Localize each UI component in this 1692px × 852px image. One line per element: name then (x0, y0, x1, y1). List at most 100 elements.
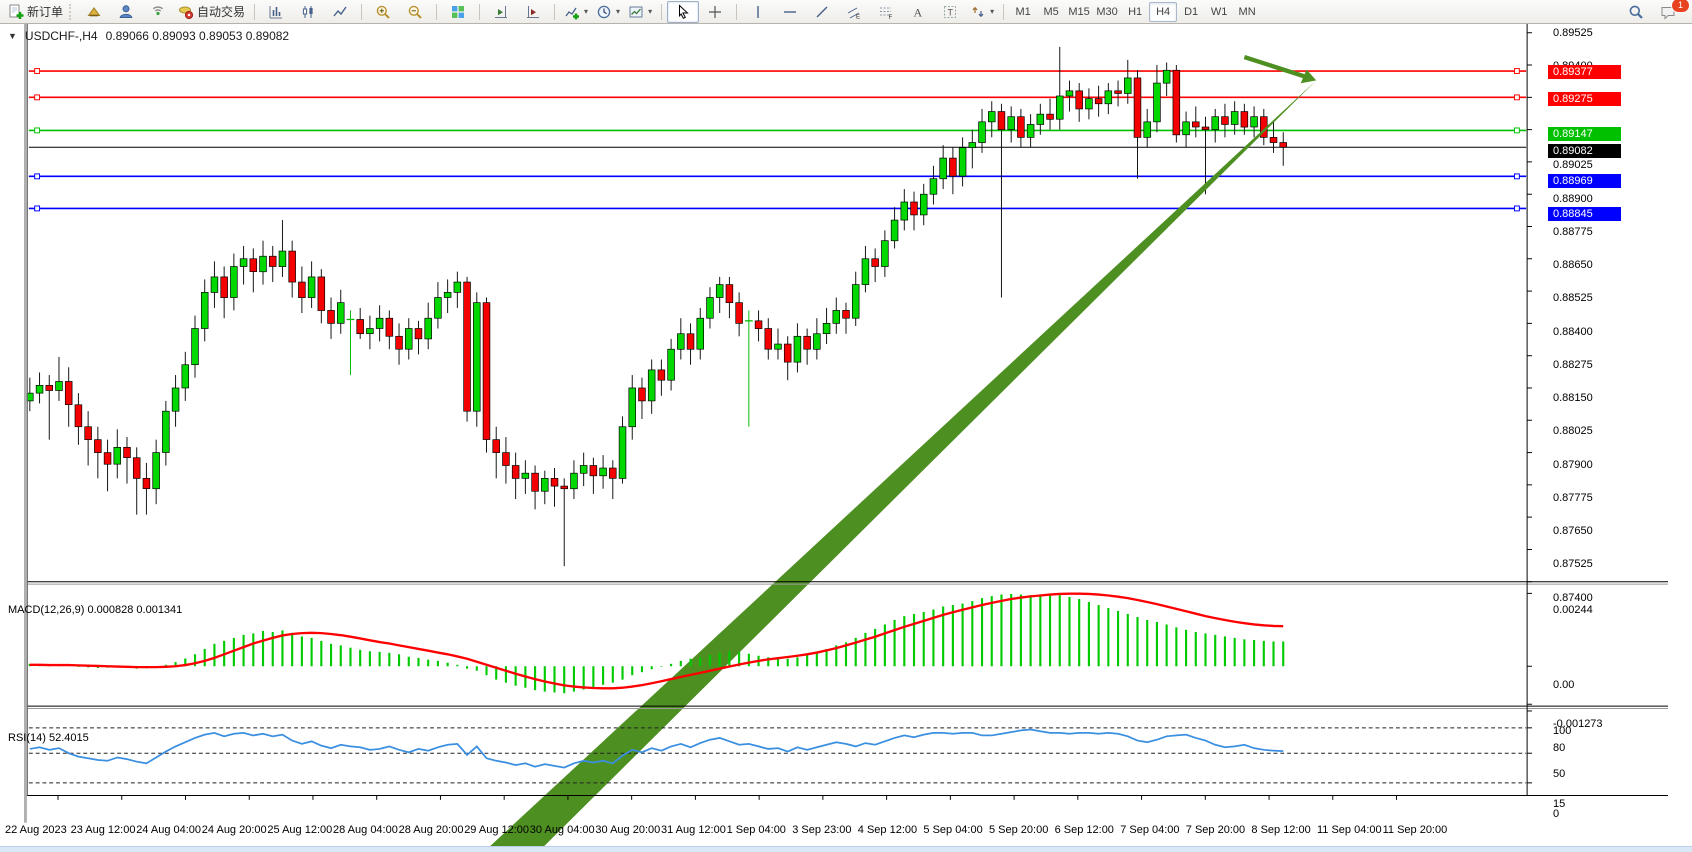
zoom-in-button[interactable] (367, 1, 399, 23)
candlestick-chart-button[interactable] (292, 1, 324, 23)
rsi-tick-label: 15 (1553, 798, 1566, 811)
auto-trading-button[interactable]: 自动交易 (174, 1, 249, 23)
label-tool-button[interactable]: T (934, 1, 966, 23)
timeframe-m15[interactable]: M15 (1068, 5, 1090, 18)
level-price-badge: 0.89275 (1548, 92, 1621, 107)
svg-text:A: A (914, 5, 923, 19)
zoom-out-button[interactable] (399, 1, 431, 23)
timeframe-d1[interactable]: D1 (1184, 5, 1199, 18)
time-axis-label: 24 Aug 20:00 (201, 824, 267, 836)
chart-area[interactable]: ▼ USDCHF-,H4 0.89066 0.89093 0.89053 0.8… (0, 24, 1692, 846)
styler-button[interactable] (78, 1, 110, 23)
timeframe-m1[interactable]: M1 (1015, 5, 1031, 18)
zoom-out-icon (408, 5, 422, 19)
price-tick-label: 0.88275 (1553, 358, 1593, 371)
vertical-line-icon (757, 5, 759, 18)
timeframe-m5[interactable]: M5 (1043, 5, 1059, 18)
notification-badge: 1 (1671, 0, 1690, 13)
time-axis-label: 24 Aug 04:00 (136, 824, 202, 836)
time-axis-label: 29 Aug 12:00 (464, 824, 530, 836)
time-axis-label: 1 Sep 04:00 (726, 824, 786, 836)
trendline-tool-button[interactable] (806, 1, 838, 23)
rsi-tick-label: 100 (1553, 724, 1572, 737)
price-tick-label: 0.87900 (1553, 458, 1593, 471)
timeframe-w1[interactable]: W1 (1210, 5, 1228, 18)
fibonacci-tool-button[interactable]: F (870, 1, 902, 23)
time-axis-label: 4 Sep 12:00 (857, 824, 918, 836)
level-price-badge: 0.88969 (1548, 173, 1621, 188)
time-axis-label: 8 Sep 12:00 (1251, 824, 1311, 836)
text-label-icon: T (944, 5, 957, 18)
timeframe-h4[interactable]: H4 (1149, 1, 1178, 22)
timeframe-mn[interactable]: MN (1238, 5, 1256, 18)
trendline-icon (816, 6, 828, 17)
price-tick-label: 0.87775 (1553, 491, 1593, 504)
auto-trading-icon (179, 6, 194, 19)
search-button[interactable] (1620, 1, 1652, 23)
hat-icon (87, 6, 101, 16)
text-icon: A (914, 5, 923, 19)
chart-shift-button[interactable] (485, 1, 517, 23)
chevron-down-icon: ▾ (584, 7, 589, 16)
timeframe-h1[interactable]: H1 (1128, 5, 1143, 18)
chart-canvas[interactable] (0, 24, 1692, 846)
price-tick-label: 0.87525 (1553, 558, 1593, 571)
templates-button[interactable]: ▾ (624, 1, 656, 23)
chat-button[interactable]: 1 (1652, 0, 1690, 23)
time-axis-label: 28 Aug 20:00 (398, 824, 464, 836)
cursor-tool-button[interactable] (667, 0, 700, 23)
line-chart-button[interactable] (324, 1, 356, 23)
horizontal-line-tool-button[interactable] (774, 1, 806, 23)
template-icon (629, 6, 643, 17)
search-icon (1629, 5, 1643, 19)
zoom-in-icon (376, 5, 390, 19)
chevron-down-icon: ▾ (648, 7, 653, 16)
macd-tick-label: 0.00244 (1553, 603, 1593, 616)
time-axis-label: 25 Aug 12:00 (267, 824, 333, 836)
time-axis-label: 3 Sep 23:00 (792, 824, 852, 836)
candlestick-chart-icon (302, 5, 313, 18)
timeframe-group: M1 M5 M15 M30 H1 H4 D1 W1 MN (1009, 1, 1261, 22)
macd-tick-label: 0.00 (1553, 678, 1575, 691)
time-axis-label: 22 Aug 2023 (5, 824, 67, 836)
tile-windows-icon (452, 5, 465, 18)
new-order-icon (9, 4, 24, 19)
chart-dropdown-icon[interactable]: ▼ (8, 31, 17, 41)
crosshair-tool-button[interactable] (699, 1, 731, 23)
bar-chart-icon (269, 5, 283, 18)
price-tick-label: 0.88525 (1553, 292, 1593, 305)
chart-symbol-period: USDCHF-,H4 (24, 29, 98, 43)
price-tick-label: 0.88650 (1553, 259, 1593, 272)
bar-chart-button[interactable] (260, 1, 292, 23)
macd-label: MACD(12,26,9) 0.000828 0.001341 (8, 604, 183, 616)
level-price-badge: 0.89377 (1548, 65, 1621, 80)
vertical-line-tool-button[interactable] (742, 1, 774, 23)
community-button[interactable] (110, 1, 142, 23)
new-order-label: 新订单 (27, 5, 64, 19)
indicators-button[interactable]: ▾ (560, 1, 592, 23)
time-axis-label: 7 Sep 04:00 (1120, 824, 1180, 836)
svg-text:E: E (856, 14, 860, 20)
arrows-tool-button[interactable]: ▾ (966, 1, 998, 23)
svg-text:F: F (889, 15, 893, 20)
timeframe-m30[interactable]: M30 (1096, 5, 1118, 18)
new-order-button[interactable]: 新订单 (4, 1, 67, 23)
arrows-icon (972, 6, 984, 17)
equidistant-channel-tool-button[interactable]: E (838, 1, 870, 23)
signals-button[interactable] (142, 1, 174, 23)
signal-icon (152, 5, 164, 15)
time-axis-label: 6 Sep 12:00 (1054, 824, 1114, 836)
channel-icon: E (847, 7, 860, 20)
tile-windows-button[interactable] (442, 1, 474, 23)
text-tool-button[interactable]: A (902, 1, 934, 23)
time-axis-label: 7 Sep 20:00 (1185, 824, 1246, 836)
time-axis-label: 30 Aug 04:00 (529, 824, 595, 836)
chevron-down-icon: ▾ (990, 7, 995, 16)
auto-scroll-button[interactable] (517, 1, 549, 23)
periods-button[interactable]: ▾ (592, 1, 624, 23)
rsi-tick-label: 50 (1553, 768, 1566, 780)
time-axis-label: 5 Sep 20:00 (989, 824, 1049, 836)
add-indicator-icon (565, 7, 580, 19)
rsi-tick-label: 0 (1553, 808, 1560, 820)
time-axis-label: 31 Aug 12:00 (661, 824, 726, 836)
